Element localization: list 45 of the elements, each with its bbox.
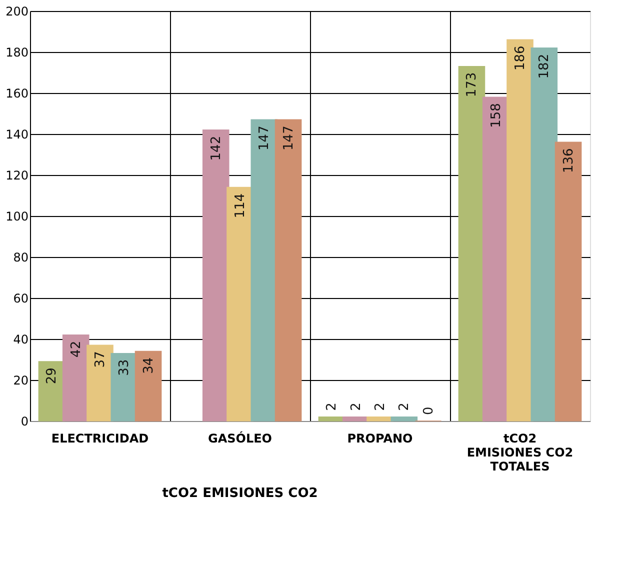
text: tCO2 EMISIONES CO2: [162, 486, 318, 501]
data-label: 2: [324, 402, 340, 411]
y-tick-label: 160: [6, 86, 28, 100]
data-label: 34: [141, 357, 156, 374]
bar: [274, 119, 302, 422]
data-label: 186: [513, 46, 528, 71]
data-label: 0: [421, 406, 436, 415]
x-tick-label: PROPANO: [347, 432, 413, 446]
data-label: 114: [233, 193, 248, 218]
data-label: 33: [117, 359, 132, 376]
bar: [554, 142, 582, 422]
x-tick-label: ELECTRICIDAD: [51, 432, 149, 446]
data-label: 147: [257, 126, 272, 150]
y-tick-label: 180: [6, 46, 28, 60]
y-tick-label: 200: [6, 4, 28, 18]
data-label: 173: [464, 72, 480, 98]
y-tick-label: 60: [13, 292, 28, 306]
bar: [390, 416, 418, 422]
bar: [530, 48, 558, 422]
data-label: 136: [561, 148, 576, 174]
bar: [134, 350, 162, 422]
data-label: 142: [208, 136, 224, 161]
data-label: 147: [281, 126, 296, 150]
data-label: 2: [348, 402, 364, 411]
y-tick-label: 0: [20, 414, 28, 428]
bar: [202, 130, 230, 422]
data-label: 2: [397, 402, 412, 411]
bar: [318, 416, 346, 422]
bar: [250, 119, 278, 422]
y-tick-label: 140: [6, 128, 28, 142]
data-label: 42: [68, 340, 84, 358]
y-tick-label: 120: [6, 168, 28, 182]
data-label: 158: [488, 103, 504, 128]
y-tick-label: 20: [13, 374, 28, 388]
data-label: 182: [537, 54, 552, 79]
x-tick-label: tCO2 EMISIONES CO2 TOTALES: [466, 432, 574, 474]
y-tick-label: 100: [6, 210, 28, 224]
bar: [366, 416, 394, 422]
data-label: 2: [373, 402, 388, 411]
data-label: 37: [93, 351, 108, 368]
data-label: 29: [44, 368, 60, 384]
bar: [342, 416, 370, 422]
y-tick-label: 40: [13, 332, 28, 346]
x-tick-label: GASÓLEO: [208, 430, 272, 446]
y-tick-label: 80: [13, 250, 28, 264]
